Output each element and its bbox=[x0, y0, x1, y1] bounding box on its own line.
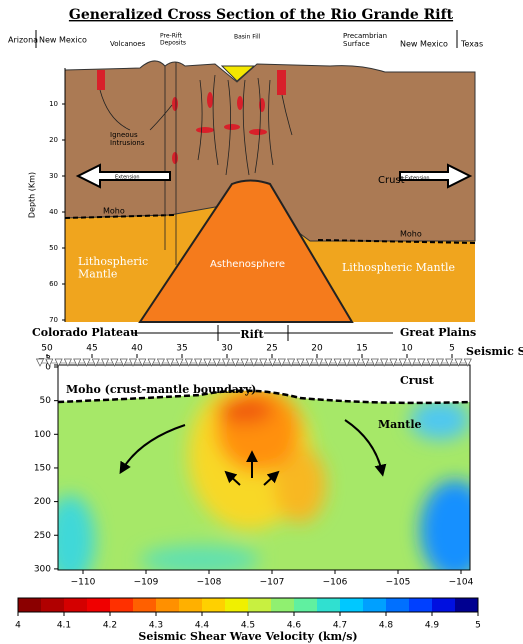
label: Moho (crust-mantle boundary) bbox=[66, 383, 256, 396]
colorbar-tick-label: 4 bbox=[15, 621, 21, 631]
profile: Colorado Plateau Rift Great Plains bbox=[32, 325, 476, 341]
figure: Generalized Cross Section of the Rio Gra… bbox=[0, 0, 523, 644]
label: Volcanoes bbox=[110, 40, 146, 48]
label: New Mexico bbox=[400, 40, 448, 49]
label: Basin Fill bbox=[234, 34, 261, 41]
color-swatch bbox=[248, 598, 271, 612]
station-label: 40 bbox=[131, 344, 143, 354]
y-tick-label: 50 bbox=[40, 396, 52, 406]
colorbar-title: Seismic Shear Wave Velocity (km/s) bbox=[138, 630, 357, 643]
color-swatch bbox=[64, 598, 87, 612]
color-swatch bbox=[432, 598, 455, 612]
color-swatch bbox=[225, 598, 248, 612]
label: Mantle bbox=[378, 418, 422, 431]
axis-label: Depth (Km) bbox=[28, 172, 37, 218]
station-label: 45 bbox=[86, 344, 97, 354]
label: Moho bbox=[103, 207, 125, 216]
color-swatch bbox=[340, 598, 363, 612]
station-label: 10 bbox=[401, 344, 413, 354]
colorbar: Seismic Shear Wave Velocity (km/s) 4 4.1 4… bbox=[15, 598, 481, 643]
y-tick-label: 60 bbox=[49, 280, 58, 288]
label: Crust bbox=[400, 374, 435, 387]
label: Moho bbox=[400, 230, 422, 239]
y-tick-label: 150 bbox=[34, 463, 51, 473]
color-swatch bbox=[455, 598, 478, 612]
y-tick-label: 40 bbox=[49, 208, 58, 216]
label: Deposits bbox=[160, 39, 186, 46]
y-tick-label: 20 bbox=[49, 136, 58, 144]
color-swatch bbox=[271, 598, 294, 612]
region-label: Colorado Plateau bbox=[32, 326, 138, 339]
color-swatch bbox=[110, 598, 133, 612]
x-tick-label: −105 bbox=[386, 578, 411, 588]
colorbar-tick-label: 4.9 bbox=[425, 621, 440, 631]
colorbar-tick-label: 4.4 bbox=[195, 621, 210, 631]
x-tick-label: −110 bbox=[71, 578, 96, 588]
y-tick-label: 30 bbox=[49, 172, 58, 180]
color-swatch bbox=[179, 598, 202, 612]
y-tick-label: 70 bbox=[49, 316, 58, 324]
color-swatch bbox=[202, 598, 225, 612]
dike bbox=[97, 70, 105, 90]
label: Lithospheric Mantle bbox=[342, 261, 455, 274]
label: Intrusions bbox=[110, 139, 145, 147]
colorbar-tick-label: 4.8 bbox=[379, 621, 394, 631]
color-swatch bbox=[386, 598, 409, 612]
station-label: 5 bbox=[449, 344, 455, 354]
label: Seismic Stat bbox=[466, 345, 523, 358]
label: Asthenosphere bbox=[210, 259, 285, 270]
region-label: Great Plains bbox=[400, 326, 476, 339]
station-label: 25 bbox=[266, 344, 277, 354]
title: Generalized Cross Section of the Rio Gra… bbox=[69, 7, 454, 23]
color-swatch bbox=[156, 598, 179, 612]
y-tick-label: 10 bbox=[49, 100, 58, 108]
colorbar-tick-label: 5 bbox=[475, 621, 481, 631]
color-swatch bbox=[294, 598, 317, 612]
station-label: 50 bbox=[41, 344, 53, 354]
colorbar-tick-label: 4.2 bbox=[103, 621, 117, 631]
color-swatch bbox=[87, 598, 110, 612]
station-label: 35 bbox=[176, 344, 187, 354]
label: Mantle bbox=[78, 268, 117, 281]
x-tick-label: −109 bbox=[134, 578, 159, 588]
region-label: Rift bbox=[240, 328, 264, 341]
color-swatch bbox=[133, 598, 156, 612]
colorbar-tick-label: 4.6 bbox=[287, 621, 302, 631]
color-swatch bbox=[317, 598, 340, 612]
x-tick-label: −104 bbox=[449, 578, 474, 588]
color-swatch bbox=[409, 598, 432, 612]
label: New Mexico bbox=[39, 36, 87, 45]
label: Surface bbox=[343, 40, 370, 48]
color-swatch bbox=[18, 598, 41, 612]
colorbar-tick-label: 4.5 bbox=[241, 621, 255, 631]
y-tick-label: 200 bbox=[34, 497, 51, 507]
x-tick-label: −107 bbox=[260, 578, 285, 588]
colorbar-tick-label: 4.1 bbox=[57, 621, 71, 631]
y-tick-label: 300 bbox=[34, 564, 51, 574]
station-label: 30 bbox=[221, 344, 233, 354]
station-label: 15 bbox=[356, 344, 367, 354]
label: Crust bbox=[378, 175, 405, 186]
label: Lithospheric bbox=[78, 255, 148, 268]
label: Igneous bbox=[110, 131, 138, 139]
x-tick-label: −106 bbox=[323, 578, 348, 588]
color-swatch bbox=[363, 598, 386, 612]
y-tick-label: 250 bbox=[34, 531, 51, 541]
label: Arizona bbox=[8, 36, 38, 45]
label: Extension bbox=[405, 176, 430, 182]
label: Precambrian bbox=[343, 32, 387, 40]
colorbar-tick-label: 4.3 bbox=[149, 621, 163, 631]
dike bbox=[277, 70, 286, 95]
label: Extension bbox=[115, 175, 140, 181]
label: Texas bbox=[460, 40, 483, 49]
y-tick-label: 50 bbox=[49, 244, 58, 252]
color-swatch bbox=[41, 598, 64, 612]
station-label: 20 bbox=[311, 344, 323, 354]
tomography: Moho (crust-mantle boundary) Crust Mantl… bbox=[40, 345, 523, 585]
colorbar-tick-label: 4.7 bbox=[333, 621, 347, 631]
x-tick-label: −108 bbox=[197, 578, 222, 588]
y-tick-label: 100 bbox=[34, 430, 51, 440]
